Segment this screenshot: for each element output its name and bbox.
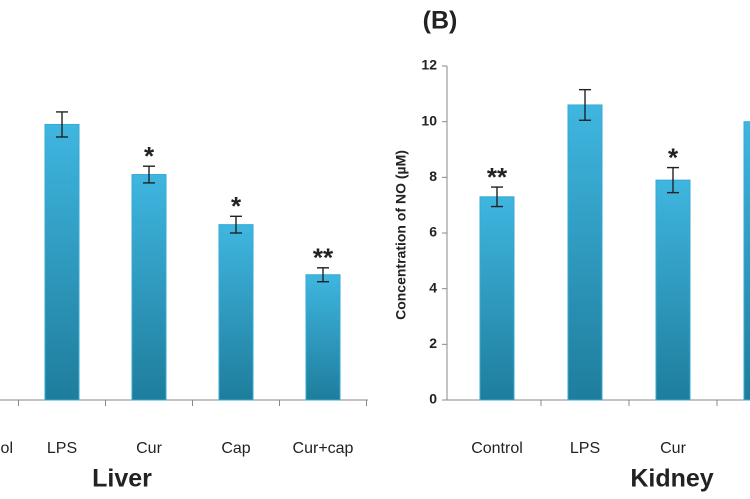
panel-label: Liver bbox=[92, 465, 152, 493]
significance-mark: * bbox=[668, 142, 679, 172]
y-tick-label: 0 bbox=[429, 391, 437, 407]
y-axis-title: Concentration of NO (µM) bbox=[393, 150, 409, 320]
x-tick-label: Cur bbox=[136, 440, 162, 457]
x-tick-label: Cur bbox=[660, 440, 686, 457]
significance-mark: ** bbox=[313, 243, 334, 273]
significance-mark: * bbox=[231, 191, 242, 221]
x-tick-label: LPS bbox=[47, 440, 77, 457]
bar bbox=[479, 196, 515, 401]
y-tick-label: 2 bbox=[429, 335, 437, 351]
y-tick-label: 12 bbox=[421, 57, 437, 73]
bar bbox=[131, 174, 167, 401]
y-tick-label: 6 bbox=[429, 224, 437, 240]
y-tick-label: 4 bbox=[429, 279, 437, 295]
x-tick-label: LPS bbox=[570, 440, 600, 457]
bar bbox=[567, 104, 603, 401]
x-tick-label: ol bbox=[1, 440, 13, 457]
bar bbox=[44, 123, 80, 401]
significance-mark: * bbox=[144, 141, 155, 171]
bar bbox=[743, 121, 750, 401]
x-tick-label: Cap bbox=[221, 440, 250, 457]
significance-mark: ** bbox=[487, 162, 508, 192]
panel-label: Kidney bbox=[630, 465, 713, 493]
bar bbox=[305, 274, 341, 401]
bar bbox=[218, 224, 254, 401]
panel-title: (B) bbox=[423, 7, 458, 35]
x-tick-label: Control bbox=[471, 440, 523, 457]
y-tick-label: 10 bbox=[421, 112, 437, 128]
y-tick-label: 8 bbox=[429, 168, 437, 184]
bar bbox=[655, 179, 691, 401]
x-tick-label: Cur+cap bbox=[293, 440, 354, 457]
